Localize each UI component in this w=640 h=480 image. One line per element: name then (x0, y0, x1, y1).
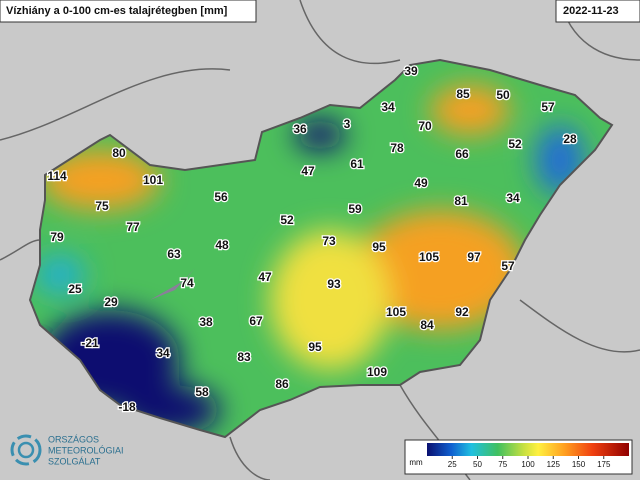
tick-label: 150 (572, 460, 586, 469)
value-label: 74 (180, 276, 194, 290)
value-label: 34 (381, 100, 395, 114)
value-label: 83 (237, 350, 251, 364)
colorbar (427, 443, 629, 456)
value-label: -21 (81, 336, 99, 350)
tick-label: 125 (547, 460, 561, 469)
value-label: 109 (367, 365, 387, 379)
title-box (0, 0, 257, 23)
value-label: 77 (126, 220, 140, 234)
date: 2022-11-23 (563, 5, 619, 17)
logo (10, 434, 42, 466)
value-label: 75 (95, 199, 109, 213)
value-label: 3 (344, 117, 351, 131)
value-label: 78 (390, 141, 404, 155)
value-label: 97 (467, 250, 481, 264)
value-label: 92 (455, 305, 469, 319)
value-label: 84 (420, 318, 434, 332)
value-label: 101 (143, 173, 163, 187)
value-label: 39 (404, 64, 418, 78)
value-label: 73 (322, 234, 336, 248)
value-label: 81 (454, 194, 468, 208)
value-label: 79 (50, 230, 64, 244)
value-label: 29 (104, 295, 118, 309)
tick-label: 75 (498, 460, 507, 469)
value-label: 105 (386, 305, 406, 319)
legend-unit: mm (409, 458, 423, 467)
tick-label: 25 (448, 460, 457, 469)
value-label: 58 (195, 385, 209, 399)
value-label: 63 (167, 247, 181, 261)
value-label: 56 (214, 190, 228, 204)
value-label: 57 (541, 100, 555, 114)
value-label: 61 (350, 157, 364, 171)
value-label: 93 (327, 277, 341, 291)
value-label: 52 (280, 213, 294, 227)
logo-text: ORSZÁGOS (48, 434, 99, 444)
value-label: 66 (455, 147, 469, 161)
value-label: 50 (496, 88, 510, 102)
value-label: 114 (47, 169, 67, 183)
value-label: 80 (112, 146, 126, 160)
value-label: 25 (68, 282, 82, 296)
value-label: 49 (414, 176, 428, 190)
tick-label: 100 (521, 460, 535, 469)
value-label: 28 (563, 132, 577, 146)
value-label: 47 (301, 164, 315, 178)
value-label: 59 (348, 202, 362, 216)
value-label: 95 (372, 240, 386, 254)
value-label: 34 (506, 191, 520, 205)
value-label: 57 (501, 259, 515, 273)
value-label: 95 (308, 340, 322, 354)
tick-label: 175 (597, 460, 611, 469)
value-label: 38 (199, 315, 213, 329)
value-label: 48 (215, 238, 229, 252)
value-label: 85 (456, 87, 470, 101)
value-label: 36 (293, 122, 307, 136)
value-label: 67 (249, 314, 263, 328)
value-label: 47 (258, 270, 272, 284)
title: Vízhiány a 0-100 cm-es talajrétegben [mm… (6, 5, 228, 17)
value-label: -18 (118, 400, 136, 414)
value-label: 70 (418, 119, 432, 133)
value-label: 34 (156, 346, 170, 360)
logo-text: SZOLGÁLAT (48, 456, 101, 466)
date-box (555, 0, 640, 23)
logo-text: METEOROLÓGIAI (48, 445, 124, 455)
value-label: 105 (419, 250, 439, 264)
value-label: 52 (508, 137, 522, 151)
tick-label: 50 (473, 460, 482, 469)
value-label: 86 (275, 377, 289, 391)
